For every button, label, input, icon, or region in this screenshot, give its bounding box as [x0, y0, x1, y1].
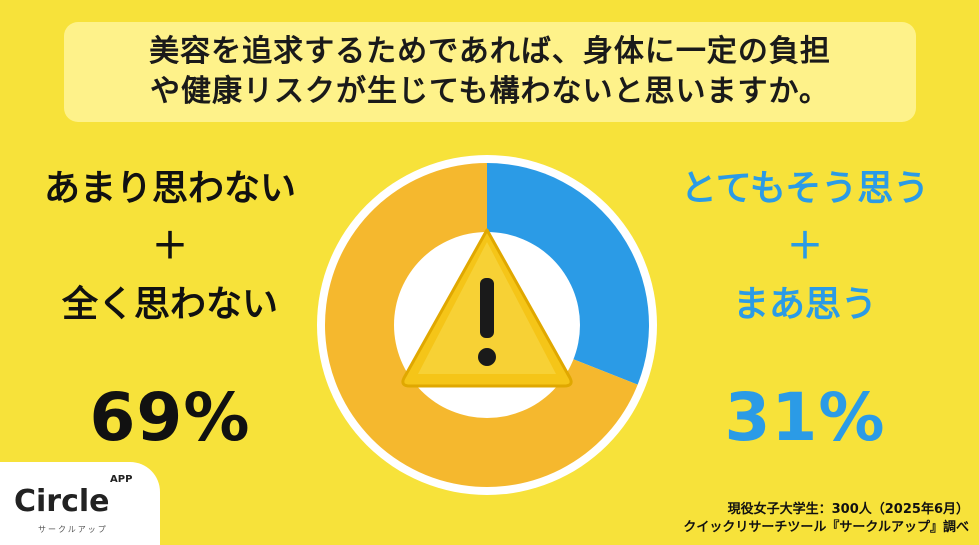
logo-app: APP — [110, 474, 133, 485]
disagree-label-1: あまり思わない — [43, 168, 296, 209]
agree-plus: ＋ — [786, 226, 823, 267]
disagree-plus: ＋ — [151, 226, 188, 267]
donut-chart — [317, 155, 657, 495]
logo-sub: サークルアップ — [38, 525, 108, 534]
agree-label-1: とてもそう思う — [680, 168, 930, 209]
disagree-summary: あまり思わない ＋ 全く思わない 69% — [20, 160, 320, 458]
agree-percent: 31% — [724, 379, 886, 456]
source-note: 現役女子大学生：300人（2025年6月） クイックリサーチツール『サークルアッ… — [683, 501, 969, 537]
agree-summary: とてもそう思う ＋ まあ思う 31% — [640, 160, 970, 458]
disagree-label-2: 全く思わない — [61, 284, 278, 325]
question-box: 美容を追求するためであれば、身体に一定の負担 や健康リスクが生じても構わないと思… — [64, 22, 916, 122]
agree-label-2: まあ思う — [732, 284, 877, 325]
logo-word: Circle — [14, 484, 110, 519]
question-text: 美容を追求するためであれば、身体に一定の負担 や健康リスクが生じても構わないと思… — [149, 34, 831, 109]
disagree-percent: 69% — [89, 379, 251, 456]
circle-app-logo: Circle APP サークルアップ — [0, 462, 160, 545]
source-line-1: 現役女子大学生：300人（2025年6月） — [727, 502, 969, 517]
warning-icon — [401, 228, 573, 388]
source-line-2: クイックリサーチツール『サークルアップ』調べ — [683, 520, 969, 535]
